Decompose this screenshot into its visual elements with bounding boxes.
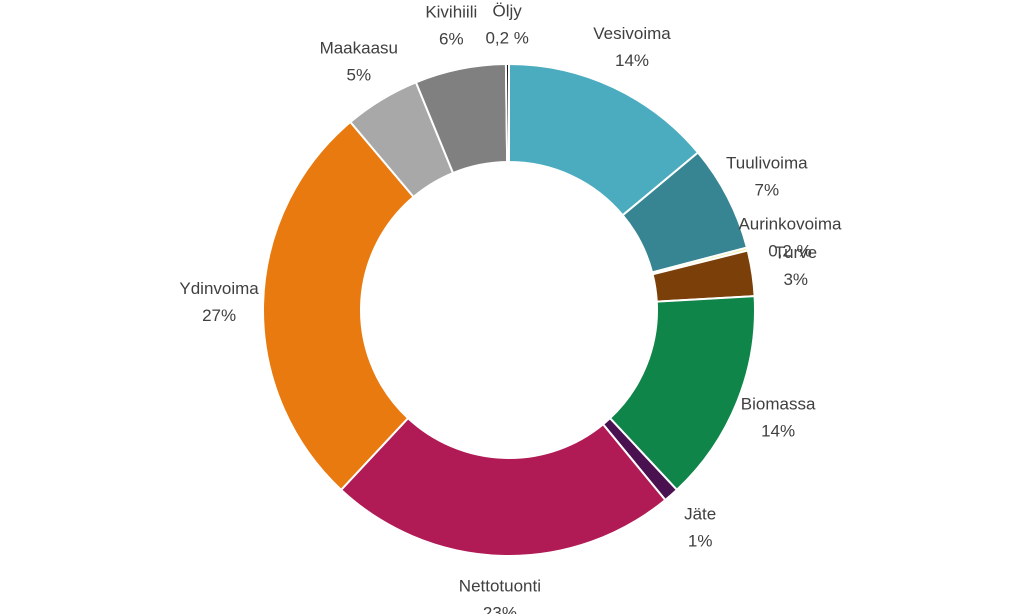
slice-value: 27%: [202, 306, 236, 325]
slice-label: Öljy: [493, 1, 523, 20]
slice-value: 5%: [347, 65, 372, 84]
slice-value: 3%: [783, 270, 808, 289]
slice-label: Biomassa: [741, 395, 816, 414]
slice-label: Vesivoima: [593, 24, 671, 43]
slice-label: Turve: [774, 243, 817, 262]
slice-value: 0,2 %: [768, 242, 811, 261]
slice-label: Nettotuonti: [459, 576, 541, 595]
slice-value: 14%: [615, 51, 649, 70]
slice-value: 14%: [761, 422, 795, 441]
slice-label: Maakaasu: [320, 38, 398, 57]
slice-value: 7%: [755, 181, 780, 200]
slice-label: Kivihiili: [425, 2, 477, 21]
slice-label: Tuulivoima: [726, 154, 808, 173]
slice: [339, 416, 667, 557]
slice-value: 23%: [483, 603, 517, 614]
slice-label: Aurinkovoima: [738, 215, 842, 234]
slice-label: Jäte: [684, 505, 716, 524]
slice-label: Ydinvoima: [179, 279, 259, 298]
slice-value: 0,2 %: [485, 28, 528, 47]
slice: [504, 62, 510, 164]
slice: [262, 120, 415, 492]
slice-value: 6%: [439, 29, 464, 48]
slice-value: 1%: [688, 532, 713, 551]
